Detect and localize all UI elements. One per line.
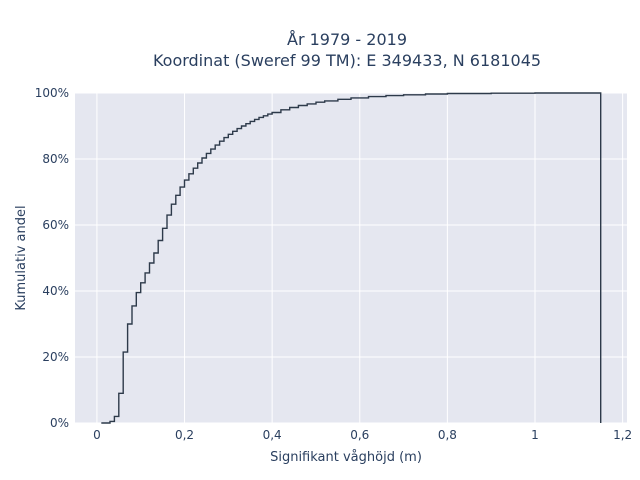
- series-layer: [101, 92, 602, 424]
- y-tick-label: 60%: [42, 218, 69, 232]
- x-tick-label: 0,6: [350, 428, 369, 442]
- y-axis-title: Kumulativ andel: [14, 205, 29, 310]
- x-tick-label: 1: [531, 428, 539, 442]
- chart-title-line-2: Koordinat (Sweref 99 TM): E 349433, N 61…: [153, 51, 541, 70]
- y-tick-label: 80%: [42, 152, 69, 166]
- series-line: [101, 92, 602, 424]
- x-axis-title: Signifikant våghöjd (m): [270, 450, 422, 465]
- plot-area: [75, 93, 627, 423]
- y-tick-label: 20%: [42, 350, 69, 364]
- x-tick-label: 0: [93, 428, 101, 442]
- x-tick-label: 0,2: [175, 428, 194, 442]
- x-tick-label: 1,2: [613, 428, 632, 442]
- x-tick-label: 0,8: [438, 428, 457, 442]
- y-tick-label: 100%: [35, 86, 69, 100]
- y-tick-label: 40%: [42, 284, 69, 298]
- chart-title-line-1: År 1979 - 2019: [287, 30, 407, 49]
- y-tick-label: 0%: [50, 416, 69, 430]
- x-tick-label: 0,4: [263, 428, 282, 442]
- grid-lines: [75, 92, 627, 424]
- tick-labels: 0% 20% 40% 60% 80% 100% 0 0,2 0,4 0,6 0,8 1 1,2: [35, 86, 632, 442]
